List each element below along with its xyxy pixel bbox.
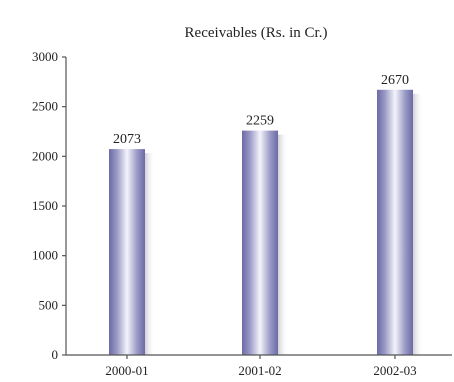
x-tick-labels: 2000-01 2001-02 2002-03 bbox=[105, 355, 417, 378]
bars-group: 2073 2259 2670 bbox=[109, 73, 423, 355]
y-tick-label: 500 bbox=[39, 297, 59, 312]
data-label: 2073 bbox=[113, 132, 141, 147]
y-tick-label: 1500 bbox=[32, 198, 58, 213]
bar bbox=[109, 149, 145, 355]
y-tick-label: 1000 bbox=[32, 248, 58, 263]
chart-title: Receivables (Rs. in Cr.) bbox=[185, 25, 328, 41]
data-label: 2670 bbox=[381, 73, 409, 88]
bar bbox=[242, 130, 278, 355]
bar-shadow bbox=[413, 93, 423, 355]
y-tick-label: 0 bbox=[52, 347, 59, 362]
x-tick-label: 2002-03 bbox=[373, 363, 416, 378]
y-tick-labels: 0 500 1000 1500 2000 2500 3000 bbox=[32, 49, 66, 362]
bar-shadow bbox=[145, 153, 155, 355]
data-label: 2259 bbox=[246, 114, 274, 129]
x-tick-label: 2000-01 bbox=[105, 363, 148, 378]
bar bbox=[377, 89, 413, 355]
x-tick-label: 2001-02 bbox=[238, 363, 281, 378]
y-tick-label: 2000 bbox=[32, 148, 58, 163]
y-tick-label: 3000 bbox=[32, 49, 58, 64]
bar-shadow bbox=[278, 134, 288, 355]
y-tick-label: 2500 bbox=[32, 99, 58, 114]
